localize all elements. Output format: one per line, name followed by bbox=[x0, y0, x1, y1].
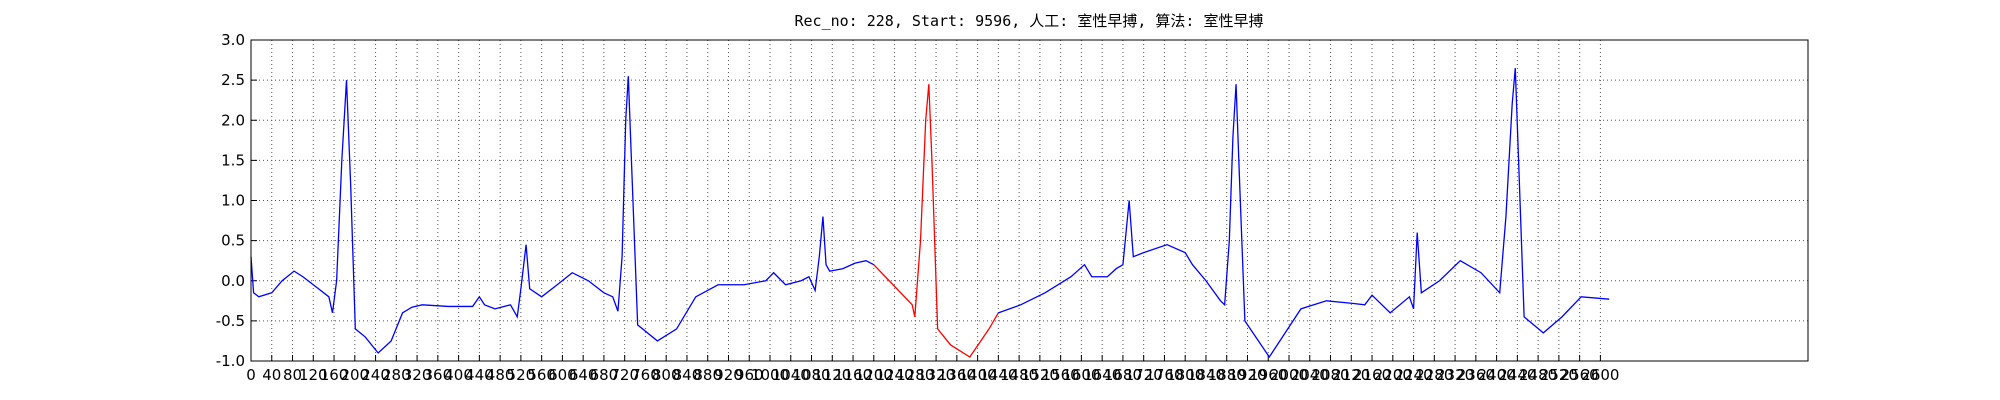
y-tick-label: 2.5 bbox=[221, 71, 245, 89]
y-tick-label: 3.0 bbox=[221, 31, 245, 49]
x-tick-label: 1480 bbox=[1000, 366, 1038, 384]
y-tick-label: 0.0 bbox=[221, 272, 245, 290]
x-tick-label: 2600 bbox=[1581, 366, 1619, 384]
x-tick-label: 2440 bbox=[1498, 366, 1536, 384]
x-tick-label: 2560 bbox=[1561, 366, 1599, 384]
x-tick-label: 2000 bbox=[1270, 366, 1308, 384]
x-tick-label: 760 bbox=[631, 366, 660, 384]
x-tick-label: 1400 bbox=[959, 366, 997, 384]
x-tick-label: 2200 bbox=[1374, 366, 1412, 384]
x-tick-label: 1160 bbox=[834, 366, 872, 384]
x-tick-label: 1520 bbox=[1021, 366, 1059, 384]
ecg-line bbox=[250, 76, 875, 354]
x-tick-label: 1720 bbox=[1125, 366, 1163, 384]
x-tick-label: 2080 bbox=[1311, 366, 1349, 384]
x-tick-label: 240 bbox=[361, 366, 390, 384]
x-tick-label: 320 bbox=[403, 366, 432, 384]
x-tick-label: 1560 bbox=[1042, 366, 1080, 384]
x-tick-label: 720 bbox=[610, 366, 639, 384]
x-tick-label: 1240 bbox=[875, 366, 913, 384]
x-tick-label: 2320 bbox=[1436, 366, 1474, 384]
x-tick-label: 0 bbox=[246, 366, 256, 384]
y-tick-label: 1.0 bbox=[221, 192, 245, 210]
x-tick-label: 2280 bbox=[1415, 366, 1453, 384]
y-tick-label: -1.0 bbox=[216, 352, 245, 370]
x-tick-label: 1440 bbox=[979, 366, 1017, 384]
x-tick-label: 2400 bbox=[1478, 366, 1516, 384]
x-tick-label: 960 bbox=[735, 366, 764, 384]
x-tick-label: 2160 bbox=[1353, 366, 1391, 384]
x-tick-label: 560 bbox=[527, 366, 556, 384]
x-tick-label: 1360 bbox=[938, 366, 976, 384]
x-tick-label: 640 bbox=[569, 366, 598, 384]
x-tick-label: 280 bbox=[382, 366, 411, 384]
x-tick-label: 680 bbox=[590, 366, 619, 384]
x-tick-label: 800 bbox=[652, 366, 681, 384]
x-tick-label: 920 bbox=[714, 366, 743, 384]
y-tick-label: 1.5 bbox=[221, 151, 245, 169]
x-tick-label: 1000 bbox=[751, 366, 789, 384]
x-tick-label: 2040 bbox=[1291, 366, 1329, 384]
x-tick-label: 80 bbox=[283, 366, 302, 384]
x-tick-label: 200 bbox=[340, 366, 369, 384]
x-tick-label: 400 bbox=[444, 366, 473, 384]
x-tick-label: 2520 bbox=[1540, 366, 1578, 384]
x-tick-label: 840 bbox=[673, 366, 702, 384]
x-tick-label: 1200 bbox=[855, 366, 893, 384]
y-tick-label: 2.0 bbox=[221, 111, 245, 129]
x-tick-label: 440 bbox=[465, 366, 494, 384]
x-tick-label: 1840 bbox=[1187, 366, 1225, 384]
x-tick-label: 1120 bbox=[813, 366, 851, 384]
ecg-line bbox=[873, 84, 999, 358]
x-tick-label: 2480 bbox=[1519, 366, 1557, 384]
x-tick-label: 2360 bbox=[1457, 366, 1495, 384]
x-tick-label: 1080 bbox=[792, 366, 830, 384]
x-tick-label: 1600 bbox=[1062, 366, 1100, 384]
x-tick-label: 1040 bbox=[772, 366, 810, 384]
x-tick-label: 600 bbox=[548, 366, 577, 384]
plot-frame bbox=[250, 39, 1809, 362]
x-tick-label: 1800 bbox=[1166, 366, 1204, 384]
x-tick-label: 1760 bbox=[1145, 366, 1183, 384]
y-tick-label: -0.5 bbox=[216, 312, 245, 330]
x-tick-label: 1920 bbox=[1228, 366, 1266, 384]
chart-title: Rec_no: 228, Start: 9596, 人工: 室性早搏, 算法: … bbox=[795, 12, 1264, 30]
x-tick-label: 2240 bbox=[1394, 366, 1432, 384]
x-tick-label: 1280 bbox=[896, 366, 934, 384]
x-tick-label: 1960 bbox=[1249, 366, 1287, 384]
x-tick-label: 40 bbox=[262, 366, 281, 384]
x-tick-label: 120 bbox=[299, 366, 328, 384]
y-tick-label: 0.5 bbox=[221, 232, 245, 250]
x-tick-label: 1640 bbox=[1083, 366, 1121, 384]
x-tick-label: 360 bbox=[424, 366, 453, 384]
x-tick-label: 480 bbox=[486, 366, 515, 384]
x-tick-label: 1680 bbox=[1104, 366, 1142, 384]
x-tick-label: 1320 bbox=[917, 366, 955, 384]
x-tick-label: 880 bbox=[693, 366, 722, 384]
x-tick-label: 160 bbox=[320, 366, 349, 384]
ecg-line bbox=[998, 68, 1610, 359]
x-tick-label: 2120 bbox=[1332, 366, 1370, 384]
x-tick-label: 520 bbox=[507, 366, 536, 384]
x-tick-label: 1880 bbox=[1208, 366, 1246, 384]
